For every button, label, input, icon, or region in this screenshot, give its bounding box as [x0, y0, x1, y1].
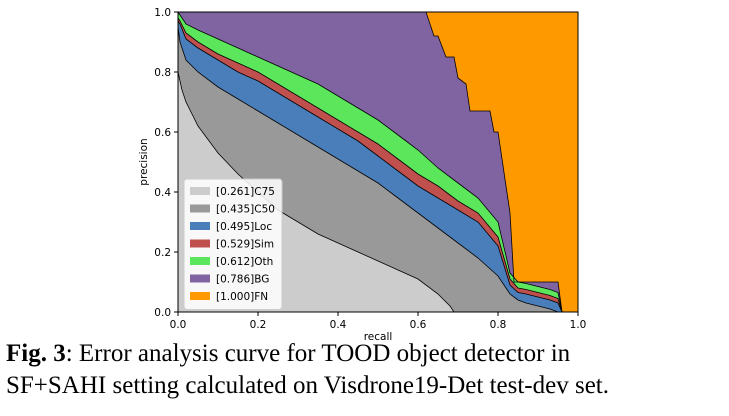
legend-swatch-loc [190, 222, 210, 230]
legend-label-oth: [0.612]Oth [216, 256, 273, 268]
y-tick-label: 1.0 [154, 7, 171, 19]
legend-label-c75: [0.261]C75 [216, 186, 275, 198]
x-tick-label: 0.0 [170, 319, 187, 331]
y-tick-label: 0.6 [154, 127, 171, 139]
caption-text-line2: SF+SAHI setting calculated on Visdrone19… [6, 372, 610, 399]
legend-label-sim: [0.529]Sim [216, 239, 274, 251]
boundary-lines [177, 11, 578, 313]
legend-label-fn: [1.000]FN [216, 291, 268, 303]
legend-label-loc: [0.495]Loc [216, 221, 272, 233]
legend: [0.261]C75 [0.435]C50 [0.495]Loc [0.529]Sim… [183, 178, 283, 310]
x-tick-label: 1.0 [570, 319, 587, 331]
caption-label: Fig. 3 [6, 340, 66, 367]
y-tick-label: 0.2 [154, 247, 171, 259]
line-c50 [177, 26, 578, 313]
line-sim [177, 17, 578, 313]
legend-label-c50: [0.435]C50 [216, 204, 275, 216]
y-tick-label: 0.4 [154, 187, 171, 199]
x-tick-label: 0.8 [490, 319, 507, 331]
legend-swatch-c50 [190, 204, 210, 213]
x-axis-label: recall [364, 331, 393, 340]
legend-swatch-fn [190, 292, 210, 300]
line-loc [177, 20, 578, 313]
caption-text: : Error analysis curve for TOOD object d… [65, 340, 571, 367]
y-tick-label: 0.8 [154, 67, 171, 79]
legend-swatch-bg [190, 274, 210, 283]
x-tick-label: 0.2 [250, 319, 267, 331]
x-tick-label: 0.4 [330, 319, 347, 331]
error-analysis-chart: 0.0 0.2 0.4 0.6 0.8 1.0 0.0 0.2 0.4 0.6 0.8 1.0 re… [138, 7, 587, 340]
line-oth [177, 11, 578, 313]
legend-swatch-c75 [190, 187, 210, 195]
y-tick-label: 0.0 [154, 307, 171, 319]
x-axis-ticks: 0.0 0.2 0.4 0.6 0.8 1.0 [170, 312, 587, 331]
y-axis-ticks: 0.0 0.2 0.4 0.6 0.8 1.0 [154, 7, 178, 319]
y-axis-label: precision [138, 138, 150, 185]
legend-label-bg: [0.786]BG [216, 274, 269, 286]
plot-frame [177, 11, 579, 313]
line-c75 [177, 71, 578, 313]
figure-caption: Fig. 3: Error analysis curve for TOOD ob… [6, 338, 726, 402]
legend-swatch-oth [190, 257, 210, 265]
line-bg [178, 11, 578, 313]
x-tick-label: 0.6 [410, 319, 427, 331]
legend-swatch-sim [190, 239, 210, 248]
